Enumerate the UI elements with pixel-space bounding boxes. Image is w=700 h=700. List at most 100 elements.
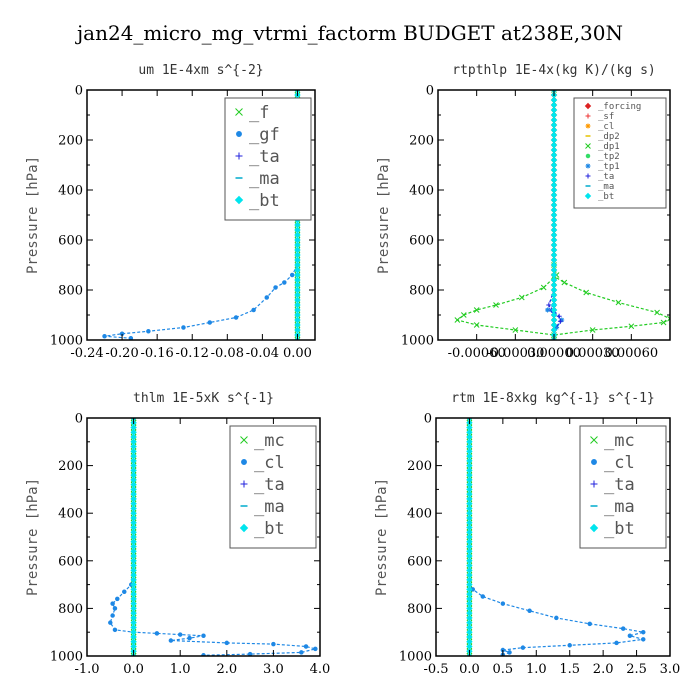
- series-marker: [540, 284, 547, 291]
- legend-marker: [585, 153, 591, 159]
- series-marker: [473, 307, 480, 313]
- legend-marker: [584, 192, 592, 200]
- series-marker: [115, 596, 120, 602]
- legend-entry: _ma: [240, 497, 285, 517]
- series-group: [466, 418, 646, 656]
- y-tick-label: 200: [58, 459, 83, 474]
- series-marker: [233, 315, 239, 320]
- y-axis-label: Pressure [hPa]: [25, 156, 41, 274]
- series-marker: [294, 90, 301, 93]
- legend-entry: _ta: [235, 147, 280, 167]
- x-tick-label: -0.16: [140, 346, 173, 361]
- legend-label: _mc: [604, 431, 635, 451]
- x-tick-label: 0.00: [283, 346, 312, 361]
- y-tick-label: 400: [407, 507, 432, 522]
- series-marker: [518, 294, 525, 301]
- x-tick-label: -0.00030: [486, 346, 544, 361]
- legend-entry: _ta: [240, 475, 285, 495]
- series-marker: [289, 272, 295, 278]
- y-tick-label: 800: [409, 284, 434, 299]
- series-marker: [559, 317, 565, 323]
- legend-label: _ta: [598, 172, 614, 182]
- legend-label: _cl: [254, 453, 285, 473]
- series-marker: [520, 645, 526, 650]
- series-marker: [154, 631, 160, 636]
- series-marker: [128, 336, 134, 340]
- series-marker: [527, 608, 532, 614]
- legend-entry: _tp2: [585, 152, 620, 162]
- y-tick-label: 600: [409, 234, 434, 249]
- series-marker: [264, 295, 270, 300]
- series-marker: [466, 653, 473, 656]
- x-tick-label: 2.0: [593, 662, 614, 677]
- x-tick-label: 1.5: [559, 662, 580, 677]
- series-marker: [556, 313, 562, 319]
- legend-entry: _sf: [585, 112, 614, 122]
- series-marker: [654, 309, 660, 316]
- legend-marker: [585, 113, 591, 119]
- series-marker: [251, 307, 256, 313]
- legend-box: [573, 97, 667, 209]
- y-tick-label: 200: [407, 459, 432, 474]
- legend-marker: [585, 123, 591, 129]
- legend-label: _cl: [604, 453, 635, 473]
- legend-label: _bt: [249, 191, 280, 211]
- series-marker: [583, 289, 590, 296]
- legend-label: _ta: [249, 147, 280, 167]
- x-tick-label: 2.5: [626, 662, 647, 677]
- series-marker: [294, 337, 301, 340]
- legend-label: _f: [249, 103, 269, 123]
- legend-entry: _tp1: [585, 162, 620, 172]
- legend-label: _ta: [254, 475, 285, 495]
- series-marker: [567, 643, 572, 648]
- legend-label: _ma: [604, 497, 635, 517]
- legend-marker: [589, 523, 599, 533]
- x-tick-label: 0.00060: [604, 346, 658, 361]
- x-tick-label: -0.04: [246, 346, 279, 361]
- legend-entry: _ta: [590, 475, 635, 495]
- y-tick-label: 800: [58, 602, 83, 617]
- series-marker: [282, 280, 287, 285]
- series-marker: [181, 325, 186, 330]
- x-tick-label: 0.00000: [527, 346, 581, 361]
- x-tick-label: 0.0: [123, 662, 144, 677]
- series-marker: [660, 319, 667, 326]
- legend-marker: [241, 459, 247, 465]
- series-marker: [493, 302, 499, 308]
- legend-entry: _bt: [239, 519, 285, 539]
- figure-title: jan24_micro_mg_vtrmi_factorm BUDGET at23…: [75, 21, 623, 45]
- legend-marker: [235, 108, 243, 116]
- panel-title: rtm 1E-8xkg kg^{-1} s^{-1}: [451, 391, 655, 406]
- series-marker: [460, 312, 467, 318]
- legend-marker: [590, 480, 598, 488]
- series-marker: [108, 620, 113, 625]
- legend-entry: _forcing: [584, 102, 641, 112]
- series-marker: [201, 633, 206, 639]
- chart-panels: um 1E-4xm s^{-2} Pressure [hPa] 0 200 400 600…: [25, 63, 680, 677]
- series-group: [454, 90, 670, 340]
- series-marker: [641, 637, 646, 642]
- y-tick-label: 800: [58, 284, 83, 299]
- y-tick-label: 1000: [50, 650, 83, 665]
- legend-label: _ta: [604, 475, 635, 495]
- x-tick-label: 3.0: [263, 662, 284, 677]
- series-marker: [130, 418, 137, 421]
- series-marker: [177, 632, 183, 637]
- series-line-1: [109, 418, 316, 656]
- series-marker: [641, 629, 646, 635]
- series-marker: [122, 589, 127, 594]
- legend-entry: _ta: [585, 172, 614, 182]
- x-tick-label: 1.0: [170, 662, 191, 677]
- x-tick-label: -0.20: [105, 346, 138, 361]
- legend-entry: _ma: [590, 497, 635, 517]
- series-marker: [545, 307, 551, 313]
- legend-label: _bt: [254, 519, 285, 539]
- series-line-1: [104, 90, 299, 339]
- legend-entry: _bt: [234, 191, 280, 211]
- series-marker: [273, 285, 278, 290]
- legend-marker: [234, 195, 244, 205]
- series-marker: [130, 653, 137, 656]
- series-marker: [628, 323, 635, 330]
- legend-marker: [239, 523, 249, 533]
